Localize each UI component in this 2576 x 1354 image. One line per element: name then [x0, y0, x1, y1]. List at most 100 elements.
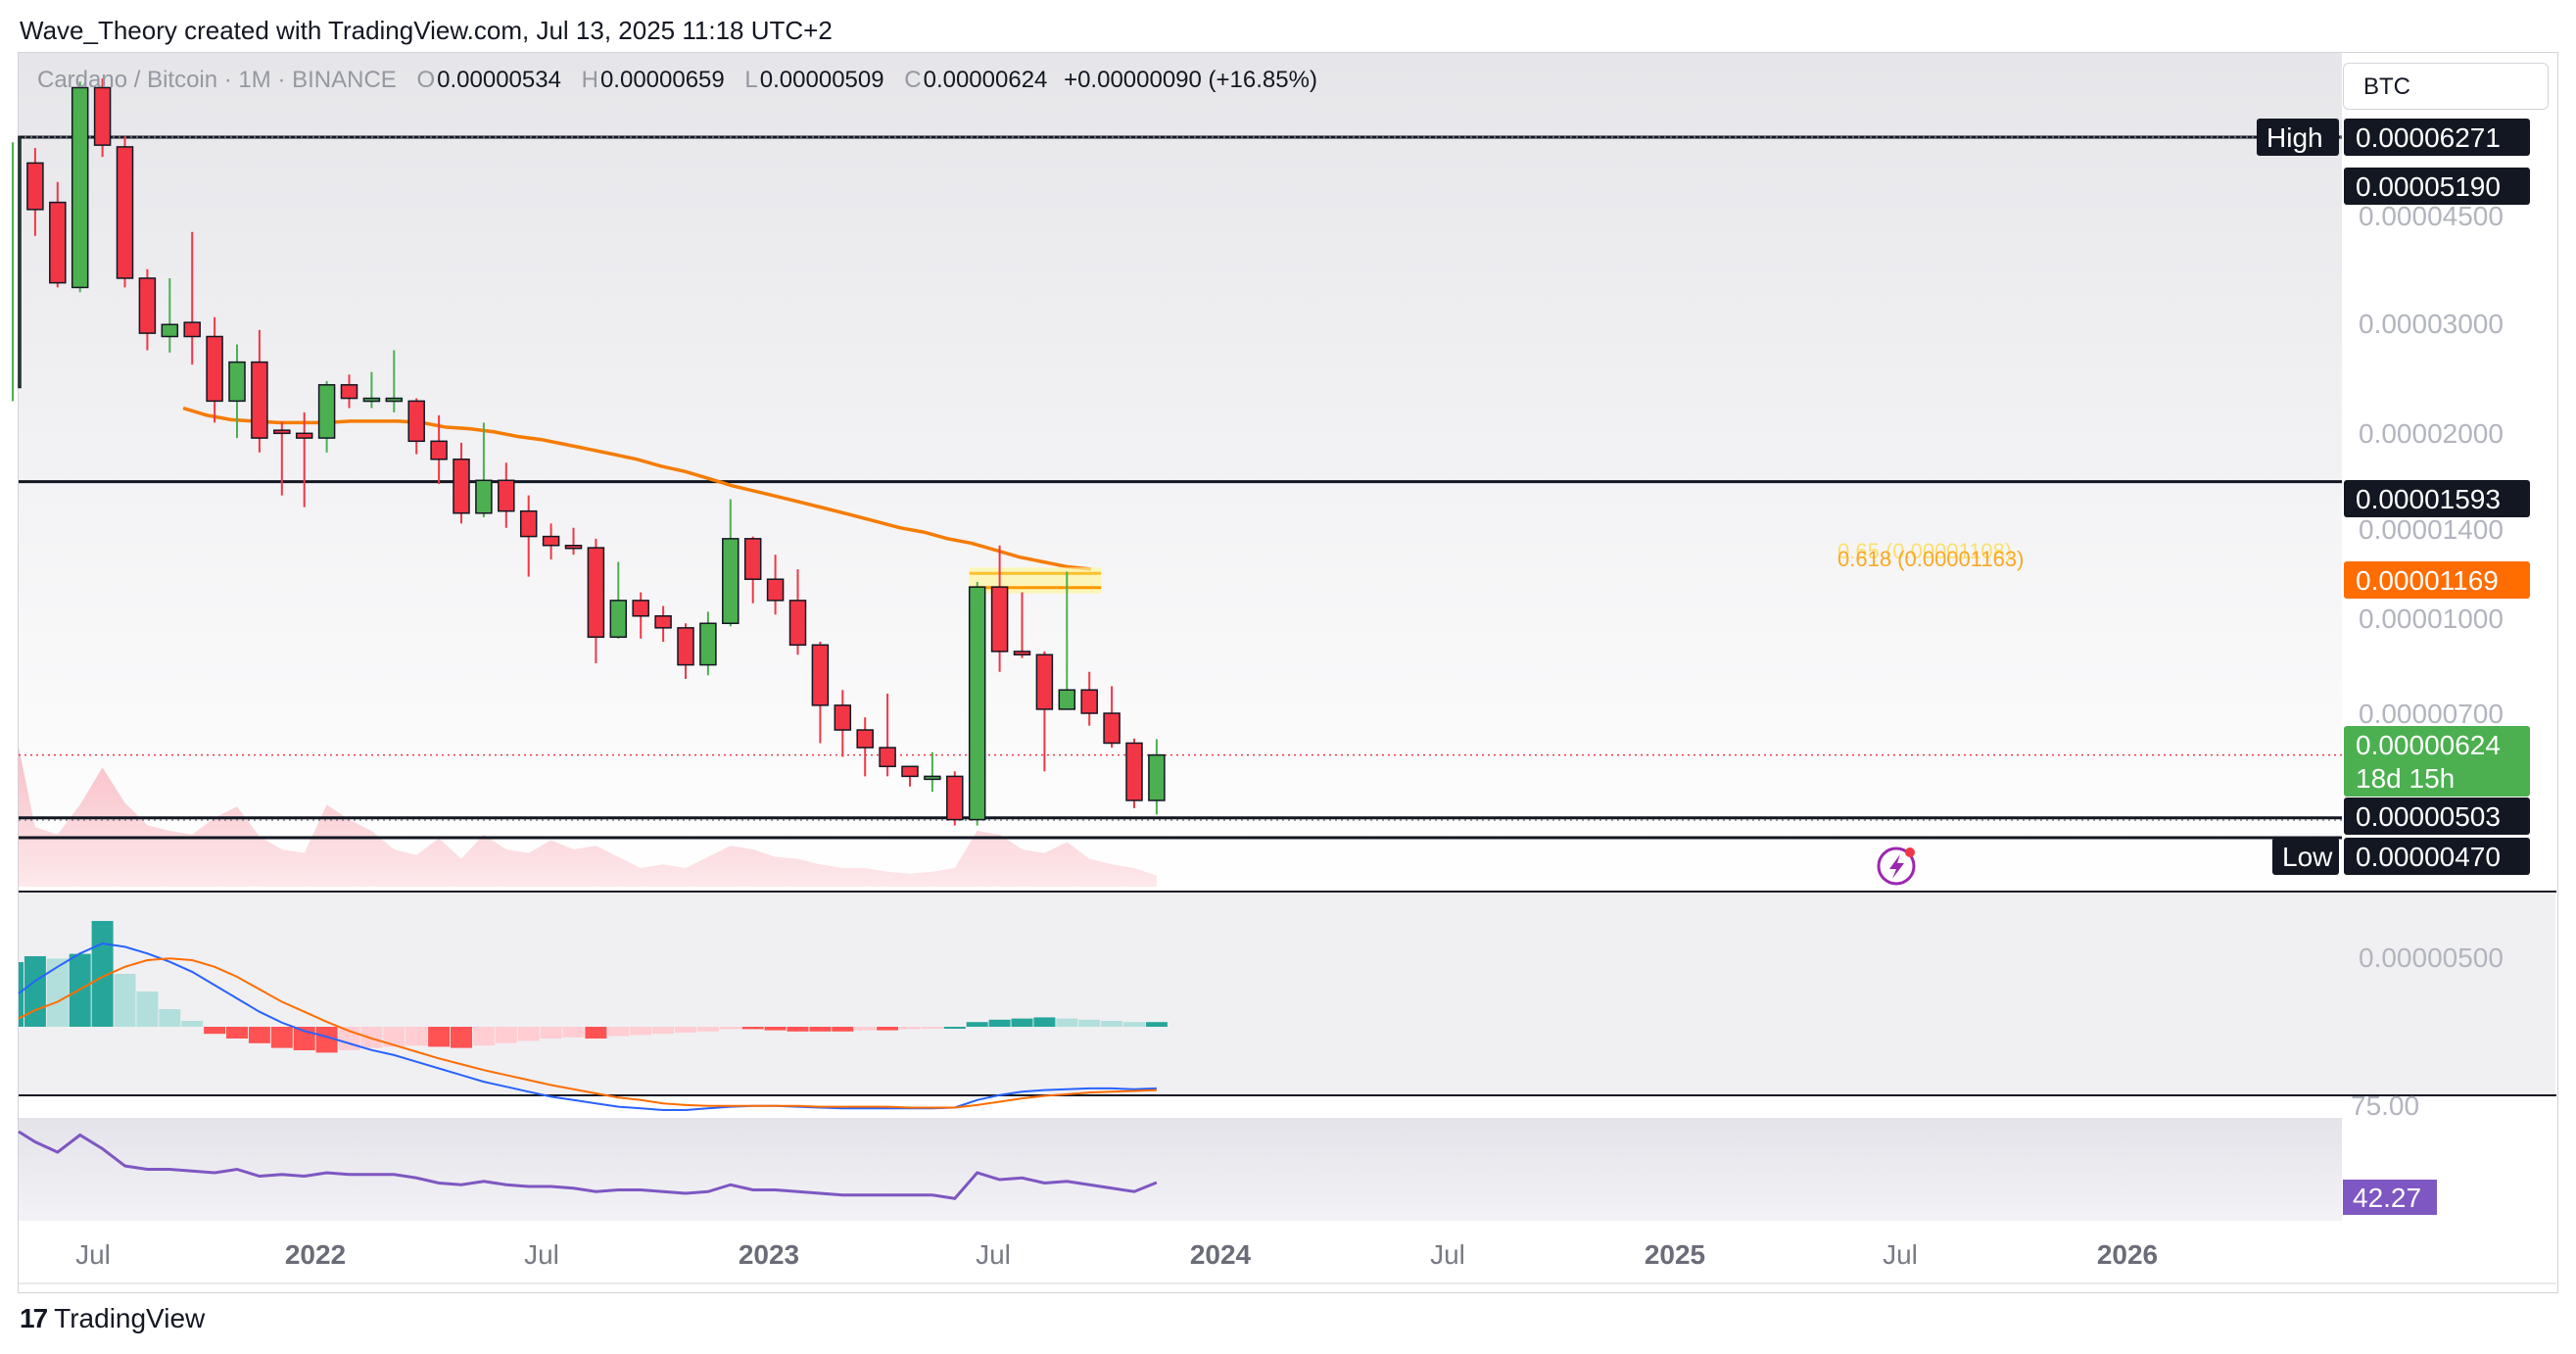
candle[interactable] [1035, 651, 1054, 772]
candle-body [295, 432, 313, 439]
candle[interactable] [340, 374, 358, 409]
macd-hist-bar [675, 1027, 696, 1033]
candle-body [1058, 689, 1076, 710]
candle[interactable] [1148, 739, 1166, 815]
close-label: C [904, 67, 922, 93]
candle[interactable] [766, 555, 785, 615]
candle[interactable] [879, 694, 896, 777]
macd-hist-bar [1123, 1022, 1145, 1027]
candle[interactable] [722, 499, 739, 627]
candle[interactable] [26, 148, 44, 236]
candle-body [834, 704, 852, 731]
currency-selector[interactable]: BTC [2343, 63, 2549, 110]
candles[interactable] [12, 77, 1166, 826]
candle[interactable] [475, 422, 493, 517]
candle[interactable] [632, 592, 649, 639]
candle[interactable] [1013, 592, 1031, 658]
price-tag-label-box [2257, 119, 2339, 156]
candle[interactable] [1080, 671, 1098, 726]
macd-hist-bar [270, 1027, 293, 1048]
candle[interactable] [901, 765, 919, 787]
price-tag: 0.00000503 [2344, 798, 2530, 835]
candle[interactable] [251, 329, 268, 453]
candle[interactable] [946, 771, 964, 826]
candle[interactable] [407, 398, 425, 455]
candle-body [990, 586, 1009, 653]
macd-hist-bar [877, 1027, 899, 1031]
candle[interactable] [116, 136, 134, 288]
candle[interactable] [788, 568, 807, 655]
macd-hist-bar [517, 1027, 540, 1041]
candle[interactable] [743, 536, 762, 604]
candle[interactable] [1058, 571, 1076, 710]
candle[interactable] [273, 421, 291, 496]
candle-body [1125, 742, 1143, 801]
candle-body [385, 397, 404, 403]
candle[interactable] [811, 642, 830, 744]
candle[interactable] [362, 371, 381, 409]
candle[interactable] [161, 277, 179, 353]
price-tag-label: High [2266, 122, 2323, 153]
candle[interactable] [430, 414, 448, 485]
candle[interactable] [206, 316, 223, 423]
tradingview-logo[interactable]: 17 TradingView [20, 1303, 205, 1334]
candle-body [879, 747, 896, 768]
candle[interactable] [138, 268, 157, 351]
candle-body [856, 729, 874, 749]
macd-hist-bar [495, 1027, 517, 1043]
candle-body [677, 627, 694, 666]
candle[interactable] [49, 181, 67, 288]
macd-hist-bar [899, 1027, 921, 1030]
macd-hist-bar [1078, 1019, 1101, 1027]
candle[interactable] [498, 462, 515, 528]
candle[interactable] [609, 561, 628, 639]
price-tag-value: 0.00001169 [2356, 565, 2499, 596]
candle-body [1013, 651, 1031, 656]
candle[interactable] [677, 623, 694, 679]
rsi-pane-background [19, 1118, 2342, 1221]
alert-lightning-icon[interactable] [1877, 846, 1916, 886]
candle-body [632, 600, 649, 617]
horizontal-levels [19, 135, 2342, 840]
macd-hist-bar [943, 1027, 966, 1029]
candle[interactable] [317, 380, 336, 453]
candle[interactable] [385, 350, 404, 412]
candle[interactable] [990, 545, 1009, 672]
candle[interactable] [1125, 738, 1143, 808]
candle[interactable] [295, 411, 313, 508]
candle[interactable] [924, 751, 941, 793]
candle[interactable] [856, 717, 874, 777]
candle[interactable] [1103, 686, 1121, 749]
candle[interactable] [12, 135, 22, 402]
macd-hist-bar [764, 1027, 787, 1031]
fib-zone-band [969, 567, 1102, 594]
candle[interactable] [834, 690, 852, 757]
price-tag: 0.00001169 [2344, 561, 2530, 599]
macd-hist-bar [1101, 1021, 1123, 1027]
candle[interactable] [93, 77, 112, 158]
candle[interactable] [587, 538, 605, 663]
macd-line [18, 942, 1157, 1111]
candle-body [1103, 712, 1121, 745]
candle[interactable] [699, 611, 717, 676]
candle[interactable] [654, 605, 672, 643]
candle-body [587, 547, 605, 638]
macd-hist-bar [741, 1027, 764, 1030]
candle[interactable] [228, 344, 246, 439]
candle[interactable] [968, 581, 986, 826]
candle[interactable] [183, 231, 201, 365]
candle[interactable] [71, 81, 89, 293]
candle-body [93, 86, 112, 146]
candle[interactable] [564, 527, 583, 556]
time-axis-tick: Jul [1430, 1239, 1465, 1270]
macd-hist-bar [248, 1027, 270, 1043]
macd-hist-bar [966, 1022, 988, 1027]
tradingview-logo-text: TradingView [54, 1303, 206, 1333]
low-value: 0.00000509 [759, 67, 884, 93]
candle[interactable] [453, 442, 470, 524]
candle[interactable] [519, 495, 538, 577]
time-axis-tick: Jul [976, 1239, 1011, 1270]
candle[interactable] [542, 523, 560, 560]
